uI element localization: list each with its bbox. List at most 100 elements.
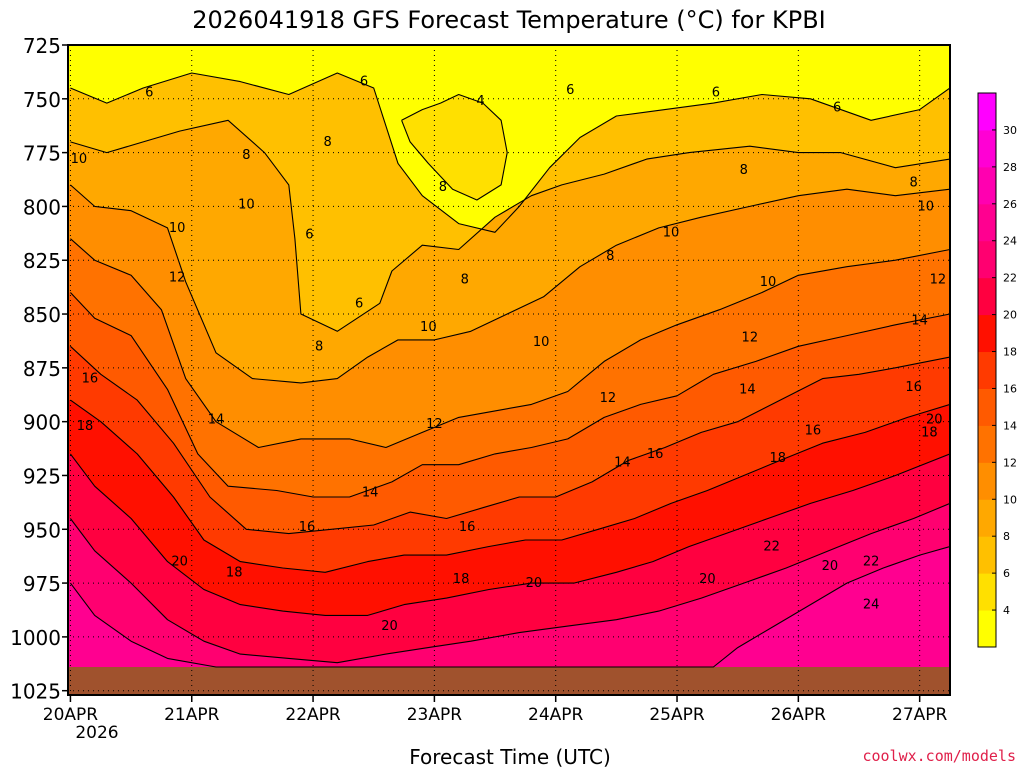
isotherm-label-20: 20 bbox=[699, 572, 716, 587]
isotherm-label-6: 6 bbox=[566, 83, 574, 98]
isotherm-label-16: 16 bbox=[905, 380, 922, 395]
y-tick-label-975: 975 bbox=[23, 572, 61, 596]
colorbar-label-6: 6 bbox=[1003, 567, 1010, 580]
colorbar-swatch-12 bbox=[978, 166, 996, 205]
temperature-band-above-22 bbox=[68, 503, 950, 695]
isotherm-label-24: 24 bbox=[863, 598, 880, 613]
isotherm-label-14: 14 bbox=[911, 313, 928, 328]
y-tick-label-925: 925 bbox=[23, 464, 61, 488]
isotherm-label-14: 14 bbox=[208, 413, 225, 428]
colorbar-label-20: 20 bbox=[1003, 309, 1017, 322]
isotherm-label-20: 20 bbox=[822, 559, 839, 574]
isotherm-label-6: 6 bbox=[145, 85, 153, 100]
isotherm-label-18: 18 bbox=[77, 419, 94, 434]
isotherm-label-16: 16 bbox=[459, 520, 476, 535]
isotherm-label-8: 8 bbox=[461, 273, 469, 288]
temperature-band-above-24 bbox=[68, 546, 950, 695]
isotherm-label-10: 10 bbox=[71, 152, 88, 167]
y-tick-label-750: 750 bbox=[23, 88, 61, 112]
colorbar-swatch-10 bbox=[978, 240, 996, 279]
colorbar-label-12: 12 bbox=[1003, 456, 1017, 469]
colorbar-swatch-14 bbox=[978, 93, 996, 131]
y-tick-label-725: 725 bbox=[23, 34, 61, 58]
isotherm-label-8: 8 bbox=[323, 135, 331, 150]
x-tick-label-22APR: 22APR bbox=[285, 705, 341, 725]
isotherm-16 bbox=[70, 345, 950, 535]
plot-frame bbox=[67, 44, 951, 696]
isotherm-18 bbox=[70, 399, 950, 573]
isotherm-label-12: 12 bbox=[426, 417, 443, 432]
colorbar-label-30: 30 bbox=[1003, 124, 1017, 137]
colorbar-swatch-6 bbox=[978, 388, 996, 426]
isotherm-label-6: 6 bbox=[360, 75, 368, 90]
isotherm-label-10: 10 bbox=[238, 197, 255, 212]
isotherm-24 bbox=[69, 545, 950, 668]
isotherm-label-12: 12 bbox=[600, 391, 617, 406]
y-tick-label-1025: 1025 bbox=[10, 680, 61, 704]
colorbar-swatch-9 bbox=[978, 277, 996, 316]
isotherm-label-16: 16 bbox=[299, 520, 316, 535]
colorbar-frame bbox=[977, 92, 997, 648]
isotherm-22 bbox=[69, 502, 950, 664]
isotherm-label-10: 10 bbox=[663, 225, 680, 240]
isotherm-label-6: 6 bbox=[833, 100, 841, 115]
colorbar-swatch-7 bbox=[978, 351, 996, 389]
chart-title: 2026041918 GFS Forecast Temperature (°C)… bbox=[192, 6, 826, 34]
x-year-label: 2026 bbox=[75, 723, 118, 743]
isotherm-label-18: 18 bbox=[453, 572, 470, 587]
x-tick-label-25APR: 25APR bbox=[649, 705, 705, 725]
colorbar-label-4: 4 bbox=[1003, 604, 1010, 617]
isotherm-label-10: 10 bbox=[420, 320, 437, 335]
isotherm-label-14: 14 bbox=[739, 382, 756, 397]
colorbar-swatch-4 bbox=[978, 462, 996, 500]
isotherm-label-18: 18 bbox=[921, 425, 938, 440]
isotherm-label-14: 14 bbox=[362, 486, 379, 501]
isotherm-label-22: 22 bbox=[863, 555, 880, 570]
y-tick-label-800: 800 bbox=[23, 195, 61, 219]
colorbar-label-18: 18 bbox=[1003, 346, 1017, 359]
colorbar-label-14: 14 bbox=[1003, 419, 1017, 432]
isotherm-label-8: 8 bbox=[242, 148, 250, 163]
y-tick-label-825: 825 bbox=[23, 249, 61, 273]
isotherm-label-6: 6 bbox=[305, 227, 313, 242]
x-tick-label-27APR: 27APR bbox=[892, 705, 948, 725]
colorbar-swatch-2 bbox=[978, 536, 996, 574]
watermark-text: coolwx.com/models bbox=[862, 747, 1016, 765]
colorbar-swatch-8 bbox=[978, 314, 996, 353]
colorbar-label-24: 24 bbox=[1003, 235, 1017, 248]
isotherm-label-22: 22 bbox=[763, 539, 780, 554]
colorbar-swatch-13 bbox=[978, 129, 996, 168]
y-tick-label-775: 775 bbox=[23, 142, 61, 166]
isotherm-label-12: 12 bbox=[169, 270, 186, 285]
isotherm-label-16: 16 bbox=[82, 372, 99, 387]
isotherm-label-14: 14 bbox=[614, 456, 631, 471]
isotherm-label-10: 10 bbox=[533, 335, 550, 350]
y-tick-label-900: 900 bbox=[23, 411, 61, 435]
y-tick-label-875: 875 bbox=[23, 357, 61, 381]
isotherm-label-4: 4 bbox=[476, 94, 484, 109]
y-tick-label-950: 950 bbox=[23, 518, 61, 542]
y-axis: 725 750 775 800 825 850 875 900 925 950 975 1000 102… bbox=[10, 34, 68, 704]
isotherm-label-6: 6 bbox=[712, 85, 720, 100]
temperature-band-pocket-4 bbox=[401, 94, 508, 200]
isotherm-8 bbox=[70, 119, 950, 332]
colorbar-label-10: 10 bbox=[1003, 493, 1017, 506]
isotherm-4 bbox=[401, 93, 508, 201]
colorbar-swatch-11 bbox=[978, 203, 996, 242]
x-tick-label-21APR: 21APR bbox=[164, 705, 220, 725]
isotherm-label-10: 10 bbox=[760, 275, 777, 290]
isotherm-label-20: 20 bbox=[171, 555, 188, 570]
grid-lines bbox=[68, 45, 950, 695]
colorbar: 4 6 8 10 12 14 16 18 20 22 24 26 28 30 bbox=[977, 92, 1017, 648]
isotherm-label-20: 20 bbox=[926, 413, 943, 428]
y-tick-label-1000: 1000 bbox=[10, 626, 61, 650]
x-tick-label-20APR: 20APR bbox=[43, 705, 99, 725]
colorbar-label-22: 22 bbox=[1003, 272, 1017, 285]
isotherm-label-18: 18 bbox=[226, 565, 243, 580]
colorbar-swatch-1 bbox=[978, 573, 996, 611]
colorbar-label-28: 28 bbox=[1003, 161, 1017, 174]
isotherm-label-8: 8 bbox=[439, 180, 447, 195]
colorbar-label-26: 26 bbox=[1003, 198, 1017, 211]
isotherm-label-12: 12 bbox=[742, 331, 759, 346]
isotherm-label-8: 8 bbox=[606, 249, 614, 264]
